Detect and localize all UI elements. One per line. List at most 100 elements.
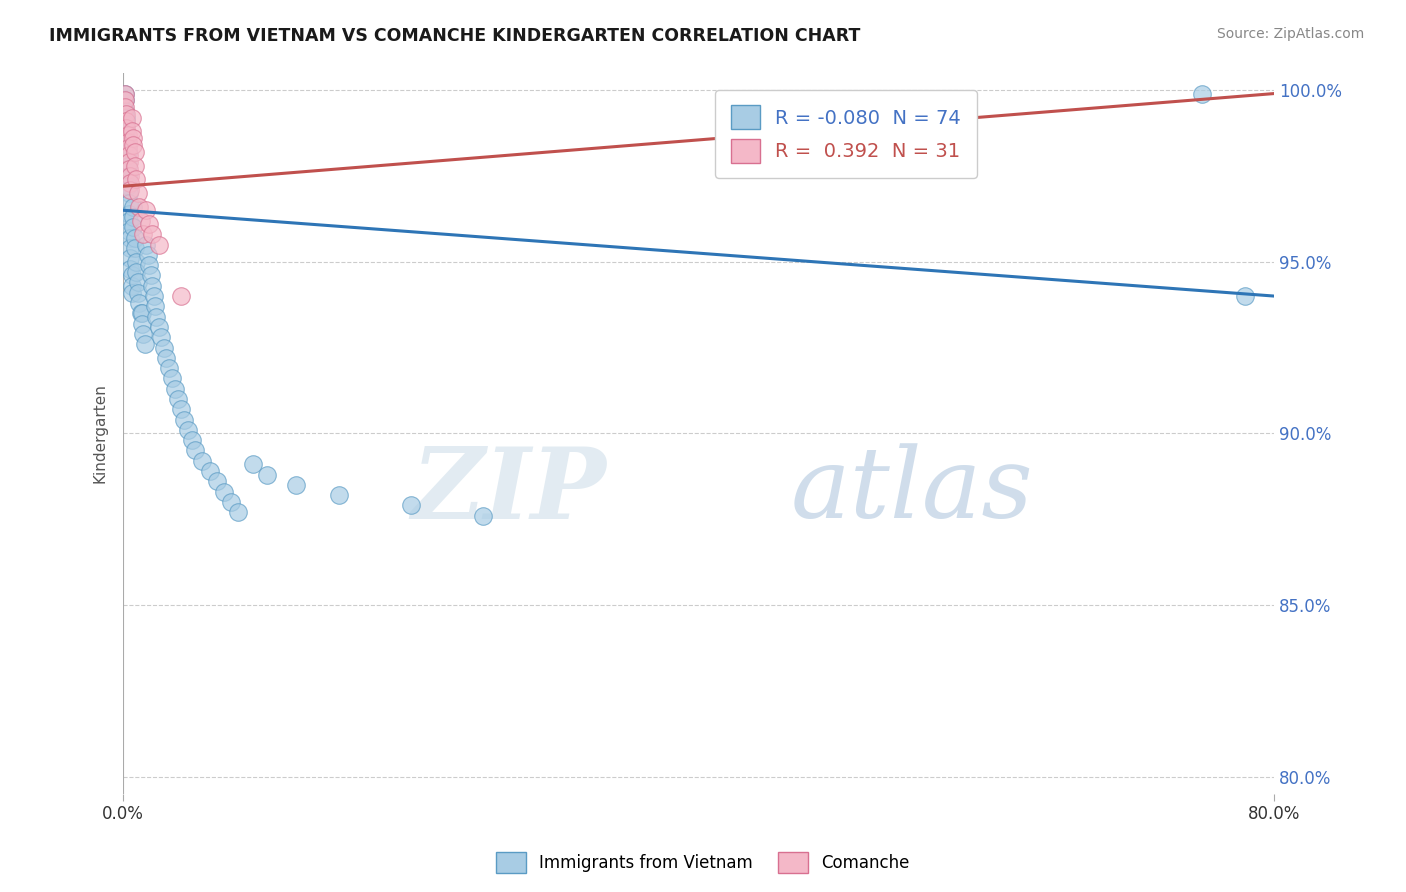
Point	[115, 111, 138, 125]
Point	[122, 210, 145, 224]
Point	[117, 145, 139, 159]
Point	[131, 317, 153, 331]
Point	[124, 230, 146, 244]
Point	[120, 176, 142, 190]
Point	[152, 341, 174, 355]
Point	[120, 230, 142, 244]
Point	[128, 296, 150, 310]
Point	[131, 306, 153, 320]
Point	[284, 478, 307, 492]
Point	[115, 124, 138, 138]
Point	[121, 278, 143, 293]
Point	[399, 499, 422, 513]
Y-axis label: Kindergarten: Kindergarten	[93, 384, 107, 483]
Point	[120, 183, 142, 197]
Point	[138, 217, 160, 231]
Point	[148, 237, 170, 252]
Point	[170, 289, 193, 303]
Point	[1234, 289, 1257, 303]
Point	[117, 179, 139, 194]
Point	[141, 278, 163, 293]
Point	[242, 457, 264, 471]
Point	[256, 467, 278, 482]
Point	[139, 268, 162, 283]
Point	[114, 100, 136, 114]
Point	[117, 169, 139, 183]
Point	[228, 505, 250, 519]
Point	[114, 87, 136, 101]
Point	[115, 118, 138, 132]
Legend: Immigrants from Vietnam, Comanche: Immigrants from Vietnam, Comanche	[489, 846, 917, 880]
Point	[143, 299, 166, 313]
Point	[117, 159, 139, 173]
Point	[127, 285, 149, 300]
Point	[122, 220, 145, 235]
Point	[121, 111, 143, 125]
Point	[120, 252, 142, 266]
Point	[125, 265, 148, 279]
Point	[118, 196, 141, 211]
Point	[118, 213, 141, 227]
Text: Source: ZipAtlas.com: Source: ZipAtlas.com	[1216, 27, 1364, 41]
Point	[170, 402, 193, 417]
Point	[125, 254, 148, 268]
Point	[117, 135, 139, 149]
Point	[121, 285, 143, 300]
Point	[128, 200, 150, 214]
Point	[114, 103, 136, 118]
Point	[1191, 87, 1213, 101]
Text: ZIP: ZIP	[412, 442, 606, 540]
Point	[117, 128, 139, 142]
Point	[121, 124, 143, 138]
Point	[124, 159, 146, 173]
Point	[122, 200, 145, 214]
Point	[122, 138, 145, 153]
Text: atlas: atlas	[790, 443, 1033, 539]
Point	[132, 326, 155, 341]
Point	[114, 94, 136, 108]
Point	[114, 94, 136, 108]
Point	[173, 412, 195, 426]
Point	[124, 241, 146, 255]
Point	[155, 351, 177, 365]
Point	[471, 508, 494, 523]
Point	[135, 237, 157, 252]
Point	[120, 169, 142, 183]
Point	[118, 155, 141, 169]
Point	[212, 484, 235, 499]
Point	[129, 213, 152, 227]
Point	[118, 207, 141, 221]
Point	[141, 227, 163, 242]
Point	[149, 330, 172, 344]
Point	[118, 186, 141, 200]
Point	[129, 306, 152, 320]
Point	[125, 172, 148, 186]
Point	[120, 261, 142, 276]
Point	[127, 186, 149, 200]
Point	[205, 475, 228, 489]
Point	[124, 145, 146, 159]
Point	[122, 131, 145, 145]
Point	[138, 258, 160, 272]
Point	[184, 443, 207, 458]
Point	[121, 268, 143, 283]
Point	[118, 148, 141, 162]
Point	[148, 320, 170, 334]
Point	[120, 241, 142, 255]
Point	[135, 203, 157, 218]
Point	[219, 495, 242, 509]
Point	[328, 488, 350, 502]
Point	[136, 248, 159, 262]
Point	[160, 371, 183, 385]
Point	[165, 382, 187, 396]
Point	[145, 310, 167, 324]
Point	[157, 361, 180, 376]
Point	[132, 227, 155, 242]
Point	[118, 224, 141, 238]
Point	[191, 454, 214, 468]
Point	[167, 392, 190, 406]
Point	[114, 87, 136, 101]
Point	[177, 423, 200, 437]
Point	[115, 107, 138, 121]
Point	[134, 337, 156, 351]
